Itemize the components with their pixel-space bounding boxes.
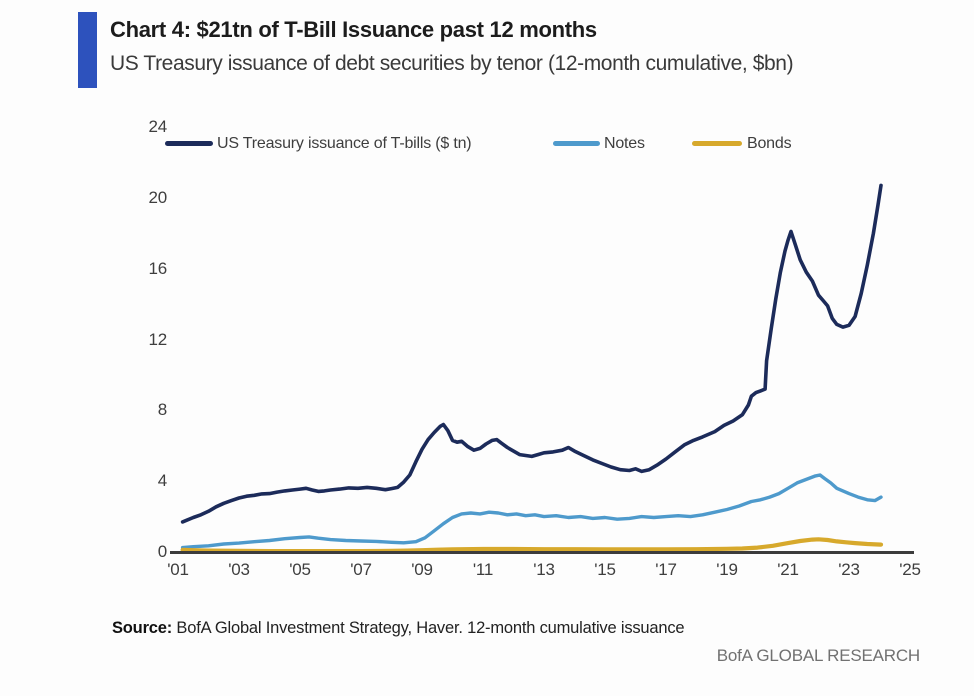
page-title: Chart 4: $21tn of T-Bill Issuance past 1… [110, 17, 597, 42]
y-tick-label-0: 0 [157, 542, 167, 561]
source-text: BofA Global Investment Strategy, Haver. … [172, 619, 685, 637]
y-tick-label-16: 16 [148, 258, 167, 278]
bonds-line-swatch-icon [692, 141, 742, 146]
x-tick-label-2017: '17 [655, 560, 677, 579]
notes-line-swatch-icon [553, 141, 600, 146]
y-tick-label-20: 20 [148, 187, 167, 207]
x-tick-label-2009: '09 [411, 560, 433, 579]
x-tick-label-2001: '01 [167, 560, 189, 579]
x-tick-label-2005: '05 [289, 560, 311, 579]
y-tick-label-4: 4 [157, 471, 167, 491]
y-tick-label-8: 8 [157, 400, 167, 420]
legend-label-notes: Notes [604, 135, 645, 152]
x-tick-label-2025: '25 [899, 560, 921, 579]
legend-label-tbills: US Treasury issuance of T-bills ($ tn) [217, 135, 472, 152]
x-tick-label-2011: '11 [472, 560, 494, 579]
series-line-tbills [180, 183, 883, 524]
bofa-global-research-brand: BofA GLOBAL RESEARCH [716, 646, 920, 665]
x-axis-line [170, 551, 914, 554]
legend-label-bonds: Bonds [747, 135, 792, 152]
x-tick-label-2023: '23 [838, 560, 860, 579]
x-tick-label-2015: '15 [594, 560, 616, 579]
source-label: Source: [112, 619, 173, 637]
x-tick-label-2013: '13 [533, 560, 555, 579]
source-note: Source: BofA Global Investment Strategy,… [112, 619, 892, 638]
title-accent-bar [78, 12, 97, 88]
y-tick-label-24: 24 [148, 117, 167, 136]
x-tick-label-2007: '07 [350, 560, 372, 579]
tbills-line-swatch-icon [165, 141, 213, 146]
series-line-bonds [180, 537, 884, 554]
y-tick-label-12: 12 [148, 329, 167, 349]
page-subtitle: US Treasury issuance of debt securities … [110, 52, 794, 75]
series-line-notes [180, 473, 883, 550]
x-tick-label-2019: '19 [716, 560, 738, 579]
x-tick-label-2021: '21 [777, 560, 799, 579]
x-tick-label-2003: '03 [228, 560, 250, 579]
